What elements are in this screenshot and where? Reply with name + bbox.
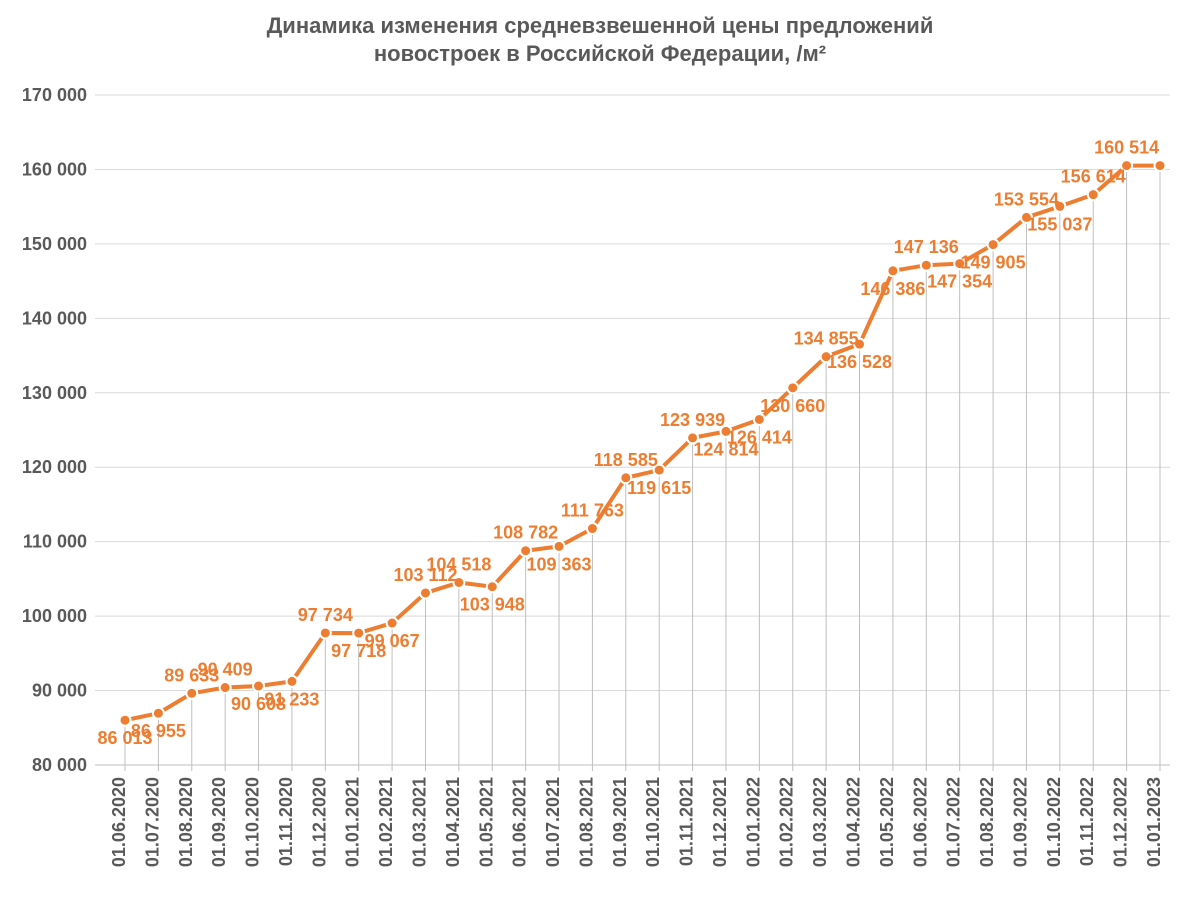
series-marker — [420, 587, 431, 598]
x-tick-label: 01.02.2022 — [777, 777, 797, 867]
x-tick-label: 01.11.2021 — [677, 777, 697, 866]
data-label: 149 905 — [961, 253, 1026, 273]
x-tick-label: 01.10.2022 — [1044, 777, 1064, 867]
x-tick-label: 01.08.2021 — [576, 777, 596, 867]
data-label: 155 037 — [1027, 214, 1092, 234]
series-marker — [186, 688, 197, 699]
data-label: 108 782 — [493, 523, 558, 543]
data-label: 160 514 — [1094, 138, 1159, 158]
data-label: 119 615 — [627, 478, 691, 498]
x-tick-label: 01.03.2021 — [409, 777, 429, 867]
data-label: 130 660 — [760, 396, 825, 416]
chart-container: Динамика изменения средневзвешенной цены… — [0, 0, 1200, 915]
data-label: 126 414 — [727, 427, 792, 447]
x-tick-label: 01.08.2020 — [176, 777, 196, 867]
y-tick-label: 170 000 — [22, 85, 87, 105]
x-tick-label: 01.07.2022 — [944, 777, 964, 867]
x-tick-label: 01.04.2021 — [443, 777, 463, 867]
series-marker — [220, 682, 231, 693]
series-marker — [487, 581, 498, 592]
series-marker — [120, 715, 131, 726]
x-tick-label: 01.10.2020 — [243, 777, 263, 867]
y-tick-label: 150 000 — [22, 234, 87, 254]
data-label: 134 855 — [794, 329, 859, 349]
data-label: 147 136 — [894, 237, 959, 257]
x-tick-label: 01.06.2021 — [510, 777, 530, 867]
x-tick-label: 01.05.2022 — [877, 777, 897, 867]
series-marker — [921, 260, 932, 271]
x-tick-label: 01.09.2020 — [209, 777, 229, 867]
data-label: 146 386 — [860, 279, 925, 299]
x-tick-label: 01.05.2021 — [476, 777, 496, 867]
series-marker — [320, 627, 331, 638]
x-tick-label: 01.12.2022 — [1111, 777, 1131, 867]
chart-svg: 80 000 90 000 100 000 110 000 120 000 130 000… — [0, 0, 1200, 915]
series-line — [125, 166, 1160, 721]
series-marker — [1155, 160, 1166, 171]
series-marker — [286, 676, 297, 687]
x-tick-label: 01.07.2021 — [543, 777, 563, 867]
x-tick-label: 01.11.2020 — [276, 777, 296, 866]
data-label: 111 763 — [561, 501, 624, 521]
data-label: 153 554 — [994, 189, 1059, 209]
x-tick-label: 01.01.2022 — [743, 777, 763, 867]
chart-title: Динамика изменения средневзвешенной цены… — [0, 12, 1200, 67]
y-tick-label: 160 000 — [22, 159, 87, 179]
series-marker — [587, 523, 598, 534]
x-tick-label: 01.08.2022 — [977, 777, 997, 867]
x-tick-label: 01.09.2021 — [610, 777, 630, 867]
series-marker — [887, 265, 898, 276]
data-label: 103 948 — [460, 595, 525, 615]
x-tick-label: 01.11.2022 — [1077, 777, 1097, 866]
x-ticks: 01.06.2020 01.07.2020 01.08.2020 01.09.2020… — [109, 765, 1164, 867]
y-tick-label: 100 000 — [22, 606, 87, 626]
series-marker — [1088, 189, 1099, 200]
data-label: 118 585 — [594, 450, 658, 470]
x-tick-label: 01.12.2020 — [309, 777, 329, 867]
series-marker — [787, 382, 798, 393]
y-tick-label: 130 000 — [22, 383, 87, 403]
y-tick-label: 110 000 — [23, 532, 87, 552]
series-marker — [153, 708, 164, 719]
x-tick-label: 01.01.2023 — [1144, 777, 1164, 867]
plot-area: 80 000 90 000 100 000 110 000 120 000 130 000… — [22, 85, 1170, 867]
x-tick-label: 01.01.2021 — [343, 777, 363, 867]
data-label: 86 955 — [131, 721, 186, 741]
data-label: 109 363 — [526, 554, 591, 574]
data-label: 90 409 — [198, 660, 253, 680]
series-markers — [120, 160, 1166, 726]
x-tick-label: 01.07.2020 — [142, 777, 162, 867]
data-label: 104 518 — [426, 554, 491, 574]
series-marker — [387, 618, 398, 629]
y-tick-label: 80 000 — [32, 755, 87, 775]
data-label: 136 528 — [827, 352, 892, 372]
y-ticks: 80 000 90 000 100 000 110 000 120 000 130 000… — [22, 85, 87, 775]
data-label: 156 614 — [1061, 167, 1126, 187]
x-tick-label: 01.09.2022 — [1010, 777, 1030, 867]
x-tick-label: 01.10.2021 — [643, 777, 663, 867]
x-tick-label: 01.02.2021 — [376, 777, 396, 867]
data-label: 147 354 — [927, 272, 992, 292]
data-label: 91 233 — [264, 689, 319, 709]
y-tick-label: 140 000 — [22, 308, 87, 328]
x-tick-label: 01.06.2022 — [910, 777, 930, 867]
series-marker — [353, 628, 364, 639]
x-tick-label: 01.04.2022 — [844, 777, 864, 867]
data-label: 123 939 — [660, 410, 725, 430]
series-marker — [988, 239, 999, 250]
x-tick-label: 01.03.2022 — [810, 777, 830, 867]
data-label: 97 734 — [298, 605, 353, 625]
y-tick-label: 120 000 — [22, 457, 87, 477]
data-label: 99 067 — [365, 631, 420, 651]
x-tick-label: 01.06.2020 — [109, 777, 129, 867]
data-labels: 86 01386 95589 63390 40990 60891 23397 7… — [97, 138, 1159, 749]
x-tick-label: 01.12.2021 — [710, 777, 730, 867]
y-tick-label: 90 000 — [32, 681, 87, 701]
series-marker — [253, 681, 264, 692]
